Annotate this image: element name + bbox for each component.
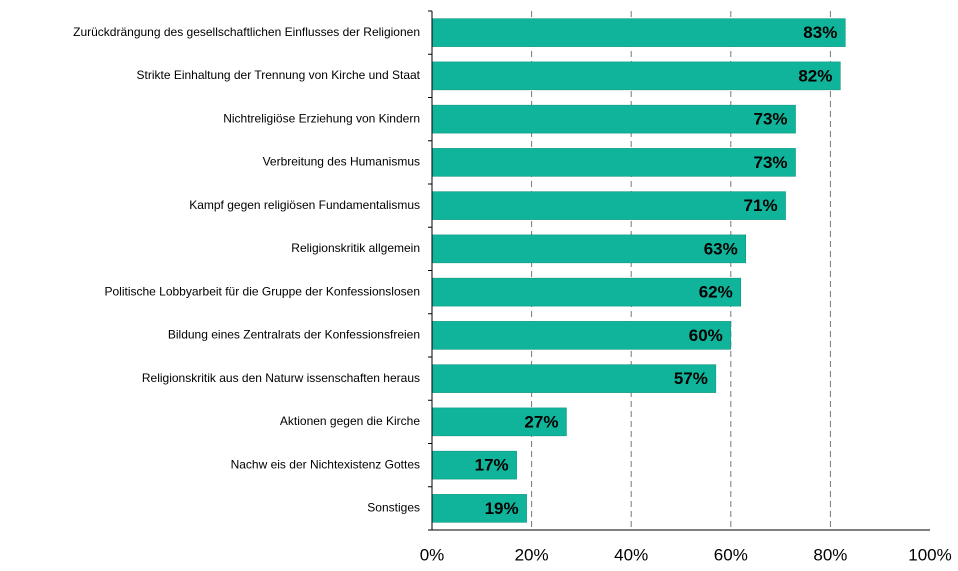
data-label: 62% — [699, 283, 733, 302]
y-tick-label: Religionskritik aus den Naturw issenscha… — [142, 371, 420, 385]
y-tick-label: Religionskritik allgemein — [291, 241, 420, 255]
y-tick-label: Bildung eines Zentralrats der Konfession… — [168, 328, 420, 342]
y-tick-label: Aktionen gegen die Kirche — [280, 414, 420, 428]
x-tick-label: 100% — [908, 545, 951, 564]
data-label: 71% — [744, 196, 778, 215]
data-label: 60% — [689, 326, 723, 345]
y-tick-label: Zurückdrängung des gesellschaftlichen Ei… — [73, 25, 420, 39]
x-tick-label: 80% — [813, 545, 847, 564]
x-tick-label: 40% — [614, 545, 648, 564]
y-tick-label: Verbreitung des Humanismus — [263, 155, 420, 169]
data-label: 83% — [803, 23, 837, 42]
y-tick-label: Nachw eis der Nichtexistenz Gottes — [231, 457, 420, 471]
bar — [431, 18, 846, 47]
bar — [431, 234, 746, 264]
y-tick-label: Strikte Einhaltung der Trennung von Kirc… — [136, 68, 420, 82]
bar — [431, 321, 732, 350]
bar — [431, 148, 796, 177]
data-label: 27% — [524, 412, 558, 431]
bar — [431, 191, 786, 220]
y-tick-label: Politische Lobbyarbeit für die Gruppe de… — [104, 284, 420, 298]
x-tick-label: 60% — [714, 545, 748, 564]
bar — [431, 61, 841, 91]
bar — [431, 277, 742, 307]
data-label: 82% — [798, 66, 832, 85]
data-label: 73% — [754, 153, 788, 172]
data-label: 17% — [475, 456, 509, 475]
data-label: 73% — [754, 110, 788, 129]
y-tick-label: Sonstiges — [367, 501, 420, 515]
bar — [431, 104, 796, 134]
y-tick-label: Kampf gegen religiösen Fundamentalismus — [189, 198, 420, 212]
data-label: 63% — [704, 239, 738, 258]
x-tick-label: 0% — [420, 545, 445, 564]
x-tick-label: 20% — [515, 545, 549, 564]
data-label: 57% — [674, 369, 708, 388]
data-label: 19% — [485, 499, 519, 518]
y-tick-label: Nichtreligiöse Erziehung von Kindern — [223, 111, 420, 125]
